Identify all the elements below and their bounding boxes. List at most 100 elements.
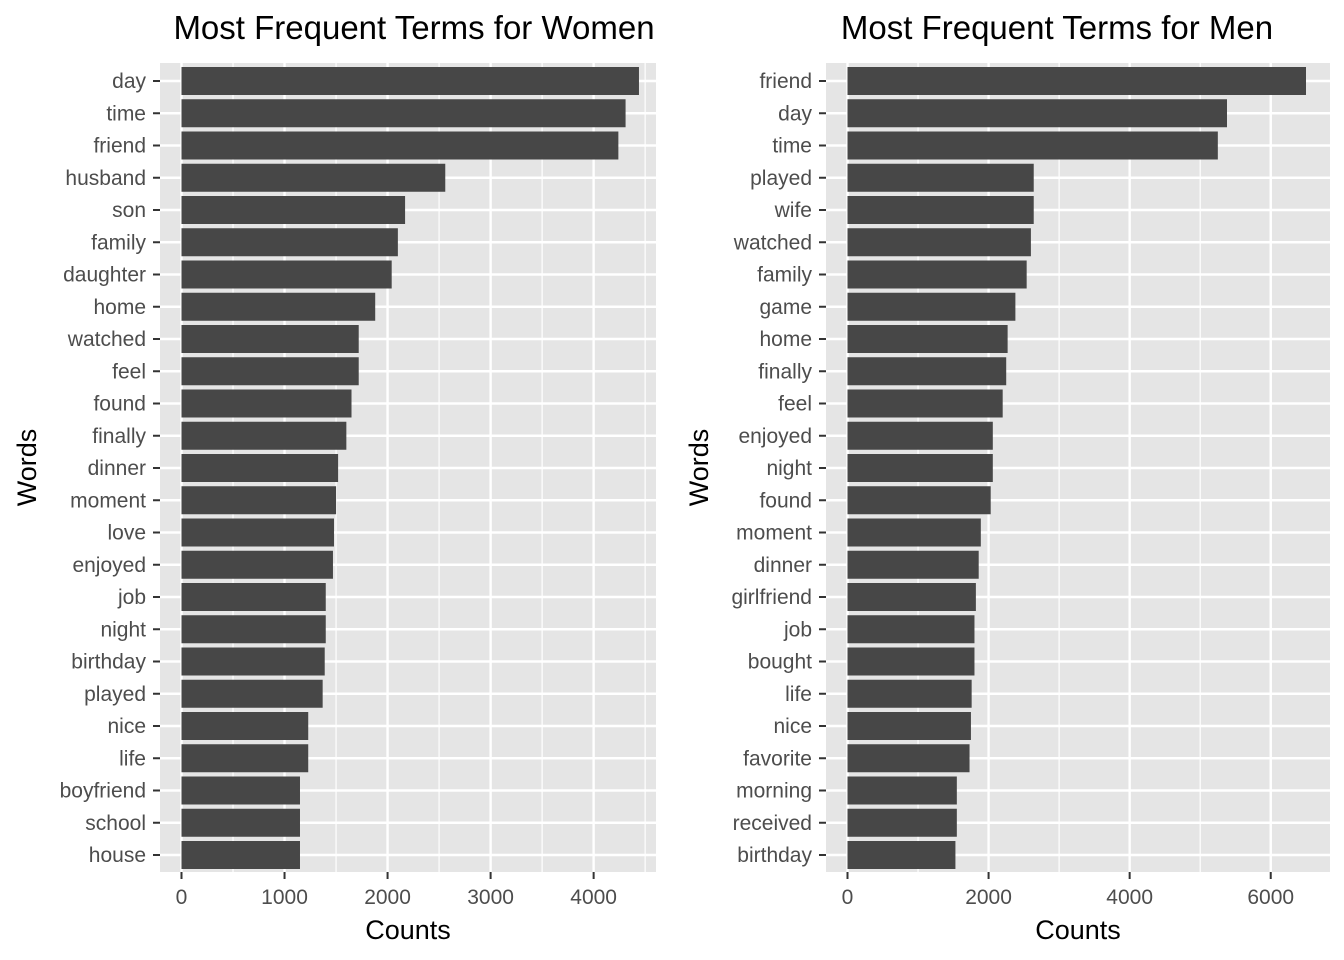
y-tick-label: family <box>757 264 812 287</box>
x-tick-label: 1000 <box>261 886 308 909</box>
y-axis-title: Words <box>12 429 42 507</box>
y-tick-label: night <box>100 618 146 641</box>
y-tick-label: played <box>750 167 812 190</box>
y-tick-label: moment <box>736 522 812 545</box>
x-tick-label: 2000 <box>965 886 1012 909</box>
y-tick-label: watched <box>733 231 812 254</box>
y-tick-label: night <box>766 457 812 480</box>
y-tick-label: favorite <box>743 747 812 770</box>
bar-family <box>181 228 398 257</box>
bar-received <box>847 808 957 837</box>
bar-feel <box>847 389 1003 418</box>
x-tick-label: 6000 <box>1247 886 1294 909</box>
bar-dinner <box>181 454 339 482</box>
y-tick-label: time <box>106 102 146 125</box>
y-tick-label: family <box>91 231 146 254</box>
y-tick-label: found <box>93 393 146 416</box>
y-tick-label: husband <box>65 167 146 190</box>
bar-life <box>847 679 972 708</box>
y-tick-label: boyfriend <box>60 780 146 803</box>
bar-love <box>181 518 334 547</box>
bar-daughter <box>181 260 392 289</box>
y-tick-label: morning <box>736 780 812 803</box>
bar-job <box>847 615 975 644</box>
y-tick-label: dinner <box>754 554 812 577</box>
y-tick-label: nice <box>107 715 146 738</box>
bar-bought <box>847 647 975 676</box>
bar-finally <box>181 421 347 450</box>
y-tick-label: school <box>85 812 146 835</box>
y-tick-label: watched <box>67 328 146 351</box>
bar-house <box>181 841 300 869</box>
x-tick-label: 2000 <box>364 886 411 909</box>
chart-panel-0: day time friend husband son family daughter hom… <box>12 9 656 945</box>
y-axis-title: Words <box>684 429 714 507</box>
x-tick-label: 0 <box>176 886 188 909</box>
bar-boyfriend <box>181 776 300 805</box>
y-tick-label: friend <box>93 135 146 158</box>
bar-found <box>847 486 991 515</box>
y-tick-label: nice <box>773 715 812 738</box>
bar-time <box>847 131 1218 160</box>
y-tick-label: life <box>785 683 812 706</box>
bar-enjoyed <box>847 421 993 450</box>
bar-birthday <box>847 841 956 869</box>
x-tick-label: 3000 <box>467 886 514 909</box>
bar-night <box>181 615 326 644</box>
bar-girlfriend <box>847 583 976 611</box>
y-tick-label: game <box>759 296 812 319</box>
bar-morning <box>847 776 957 805</box>
bar-son <box>181 196 406 224</box>
y-tick-label: job <box>117 586 146 609</box>
bar-wife <box>847 196 1034 224</box>
bar-watched <box>181 325 359 353</box>
x-tick-label: 0 <box>842 886 854 909</box>
y-tick-label: day <box>112 70 146 93</box>
y-tick-label: son <box>112 199 146 222</box>
y-tick-label: job <box>783 618 812 641</box>
bar-life <box>181 744 309 773</box>
y-tick-label: girlfriend <box>731 586 812 609</box>
bar-game <box>847 292 1016 321</box>
y-tick-label: received <box>733 812 812 835</box>
bar-played <box>847 163 1034 192</box>
bar-job <box>181 583 326 611</box>
y-tick-label: birthday <box>737 844 812 867</box>
y-tick-label: time <box>772 135 812 158</box>
bar-finally <box>847 357 1007 386</box>
y-tick-label: day <box>778 102 812 125</box>
bar-home <box>181 292 376 321</box>
y-tick-label: house <box>89 844 146 867</box>
y-tick-label: moment <box>70 489 146 512</box>
bar-time <box>181 99 626 128</box>
y-tick-label: bought <box>748 651 812 674</box>
bar-played <box>181 679 323 708</box>
y-tick-label: daughter <box>63 264 146 287</box>
y-tick-label: friend <box>759 70 812 93</box>
y-tick-label: enjoyed <box>738 425 812 448</box>
x-axis-title: Counts <box>365 915 451 945</box>
y-tick-label: wife <box>774 199 812 222</box>
y-tick-label: dinner <box>88 457 146 480</box>
chart-panel-1: friend day time played wife watched family game… <box>684 9 1330 945</box>
chart-title: Most Frequent Terms for Men <box>841 9 1273 46</box>
y-tick-label: enjoyed <box>72 554 146 577</box>
bar-night <box>847 454 993 482</box>
y-tick-label: played <box>84 683 146 706</box>
bar-friend <box>181 131 619 160</box>
y-tick-label: love <box>107 522 146 545</box>
x-axis-title: Counts <box>1035 915 1121 945</box>
bar-nice <box>847 712 971 740</box>
y-tick-label: feel <box>112 360 146 383</box>
bar-school <box>181 808 300 837</box>
bar-day <box>847 99 1227 128</box>
bar-dinner <box>847 550 979 579</box>
y-tick-label: finally <box>758 360 812 383</box>
bar-moment <box>847 518 981 547</box>
bar-nice <box>181 712 309 740</box>
bar-family <box>847 260 1027 289</box>
y-tick-label: finally <box>92 425 146 448</box>
bar-watched <box>847 228 1031 257</box>
y-tick-label: birthday <box>71 651 146 674</box>
